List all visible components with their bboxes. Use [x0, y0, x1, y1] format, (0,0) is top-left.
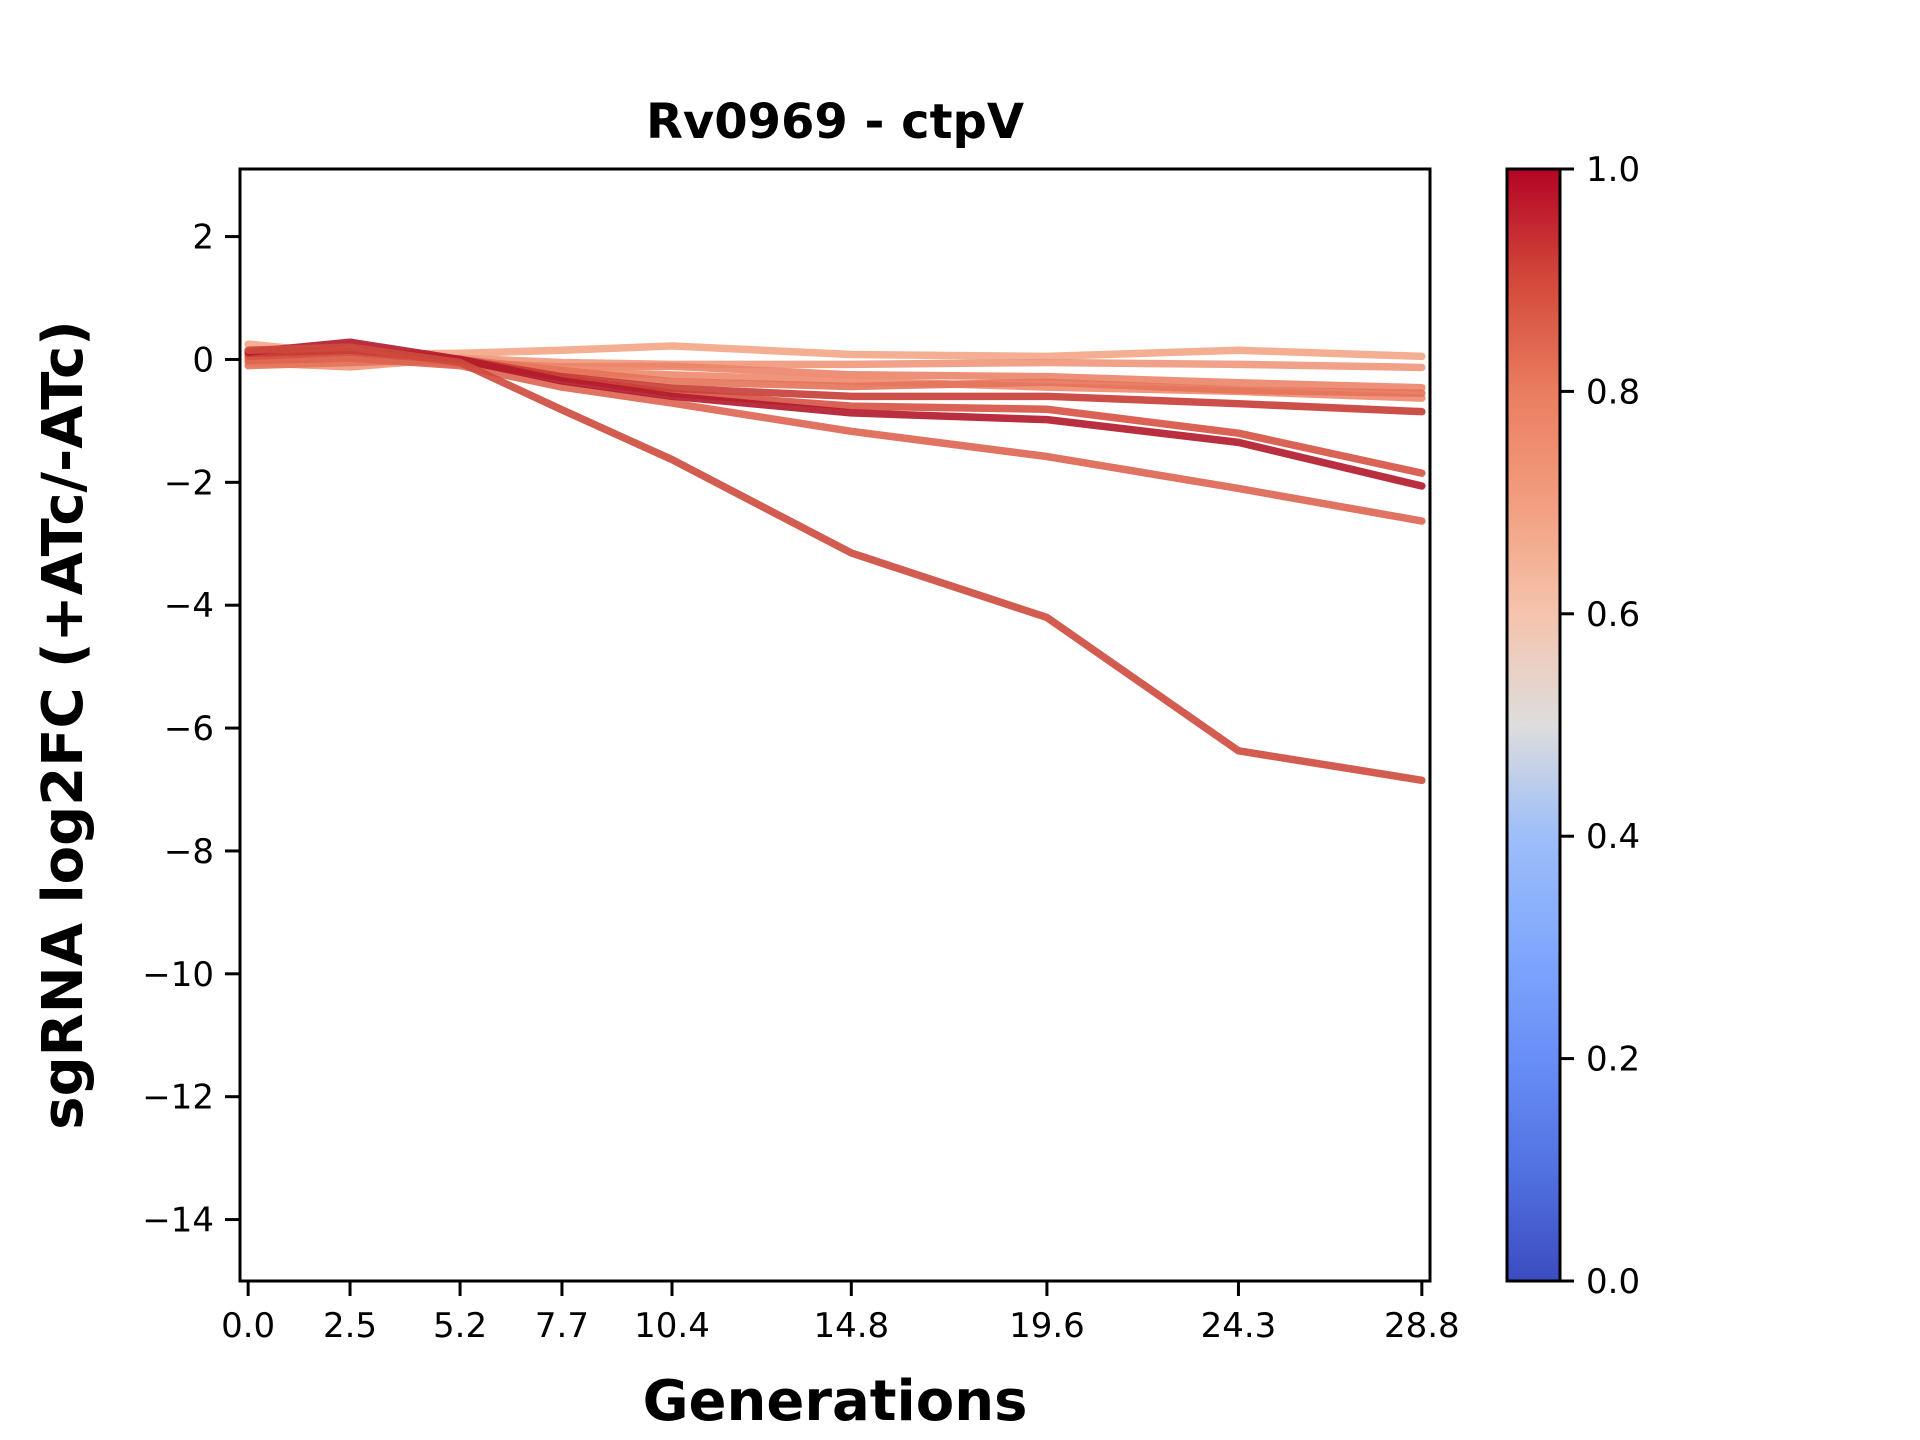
x-tick-label: 10.4 [634, 1306, 710, 1346]
y-tick-label: 0 [192, 340, 214, 380]
colorbar-tick-label: 0.8 [1586, 372, 1640, 412]
plot-border [238, 167, 1432, 1283]
colorbar-ticks: 1.0 0.8 0.6 0.4 0.2 0.0 [1560, 150, 1640, 1302]
y-tick-label: −8 [164, 832, 214, 872]
y-tick-label: −12 [142, 1078, 214, 1118]
series-lines [244, 338, 1426, 785]
series-line [244, 354, 1426, 525]
colorbar-tick-label: 1.0 [1586, 150, 1640, 190]
y-tick-label: −2 [164, 463, 214, 503]
y-tick-label: −14 [142, 1201, 214, 1241]
x-tick-label: 2.5 [323, 1306, 377, 1346]
y-axis-ticks: 2 0 −2 −4 −6 −8 −10 −12 −14 [142, 218, 240, 1241]
colorbar-tick-label: 0.6 [1586, 595, 1640, 635]
colorbar-tick-label: 0.4 [1586, 817, 1640, 857]
x-axis-ticks: 0.0 2.5 5.2 7.7 10.4 14.8 19.6 24.3 28.8 [221, 1281, 1460, 1346]
x-tick-label: 7.7 [535, 1306, 589, 1346]
x-tick-label: 19.6 [1009, 1306, 1085, 1346]
chart-title: Rv0969 - ctpV [646, 94, 1024, 150]
y-axis-label: sgRNA log2FC (+ATc/-ATc) [31, 320, 96, 1130]
x-tick-label: 24.3 [1201, 1306, 1277, 1346]
series-line [244, 343, 1426, 785]
colorbar-tick-label: 0.2 [1586, 1040, 1640, 1080]
y-tick-label: −10 [142, 955, 214, 995]
colorbar: 1.0 0.8 0.6 0.4 0.2 0.0 [1505, 150, 1640, 1302]
x-tick-label: 0.0 [221, 1306, 275, 1346]
y-tick-label: 2 [192, 218, 214, 258]
colorbar-tick-label: 0.0 [1586, 1262, 1640, 1302]
series-line [244, 338, 1426, 490]
colorbar-border [1505, 167, 1562, 1283]
colorbar-gradient [1507, 169, 1560, 1281]
x-tick-label: 5.2 [433, 1306, 487, 1346]
y-tick-label: −4 [164, 586, 214, 626]
x-axis-label: Generations [643, 1369, 1028, 1434]
x-tick-label: 14.8 [813, 1306, 889, 1346]
x-tick-label: 28.8 [1384, 1306, 1460, 1346]
y-tick-label: −6 [164, 709, 214, 749]
